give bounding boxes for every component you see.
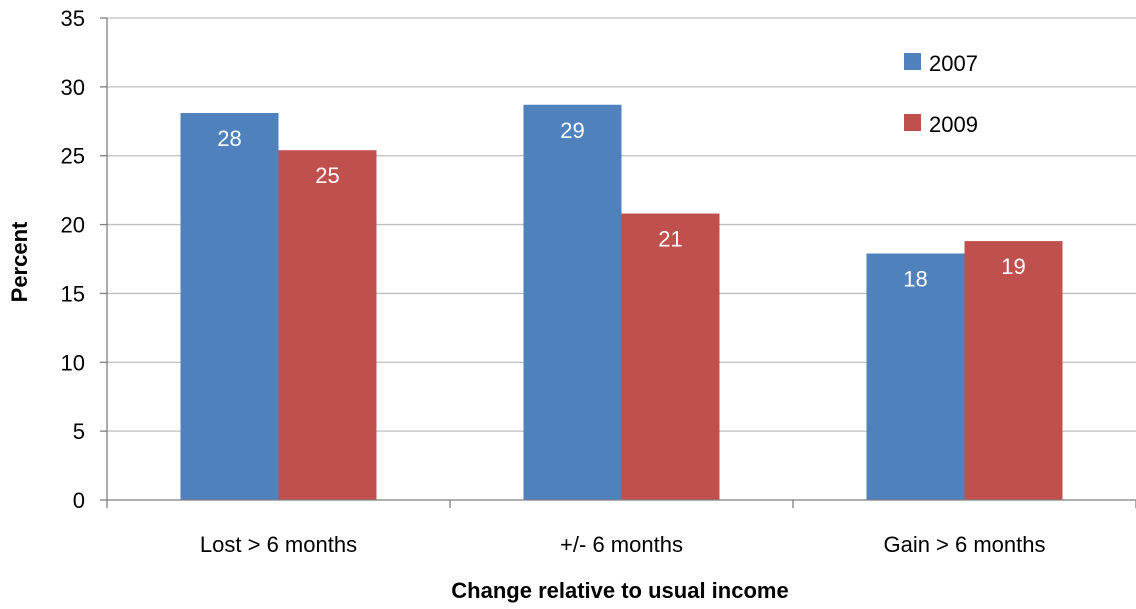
legend-label: 2007 bbox=[929, 51, 978, 76]
y-tick-label: 5 bbox=[73, 419, 85, 444]
x-tick-label: Gain > 6 months bbox=[883, 532, 1045, 557]
bar-2009 bbox=[621, 213, 720, 500]
bar-2007 bbox=[523, 104, 622, 500]
y-tick-label: 10 bbox=[61, 350, 85, 375]
bar-2009 bbox=[278, 150, 377, 500]
y-tick-label: 20 bbox=[61, 213, 85, 238]
y-axis-title: Percent bbox=[7, 221, 32, 302]
data-label: 18 bbox=[903, 266, 927, 291]
x-tick-label: +/- 6 months bbox=[560, 532, 683, 557]
y-tick-label: 35 bbox=[61, 6, 85, 31]
data-label: 21 bbox=[658, 227, 682, 252]
y-tick-label: 15 bbox=[61, 281, 85, 306]
data-label: 29 bbox=[560, 118, 584, 143]
axes bbox=[106, 18, 1136, 501]
y-tick-label: 30 bbox=[61, 75, 85, 100]
bars: 28 25 29 21 18 19 bbox=[180, 104, 1063, 500]
data-label: 25 bbox=[315, 163, 339, 188]
legend: 2007 2009 bbox=[904, 51, 978, 137]
data-label: 28 bbox=[217, 126, 241, 151]
legend-swatch-2007 bbox=[904, 53, 921, 70]
y-tick-label: 0 bbox=[73, 488, 85, 513]
tick-labels: 0 5 10 15 20 25 30 35 Lost > 6 months +/- 6 month… bbox=[61, 6, 1136, 557]
y-tick-label: 25 bbox=[61, 144, 85, 169]
bar-2007 bbox=[180, 113, 279, 500]
x-axis-title: Change relative to usual income bbox=[451, 578, 788, 603]
legend-swatch-2009 bbox=[904, 114, 921, 131]
x-tick-label: Lost > 6 months bbox=[200, 532, 357, 557]
legend-label: 2009 bbox=[929, 112, 978, 137]
bar-2009 bbox=[964, 241, 1063, 500]
data-label: 19 bbox=[1001, 254, 1025, 279]
bar-2007 bbox=[866, 253, 965, 500]
